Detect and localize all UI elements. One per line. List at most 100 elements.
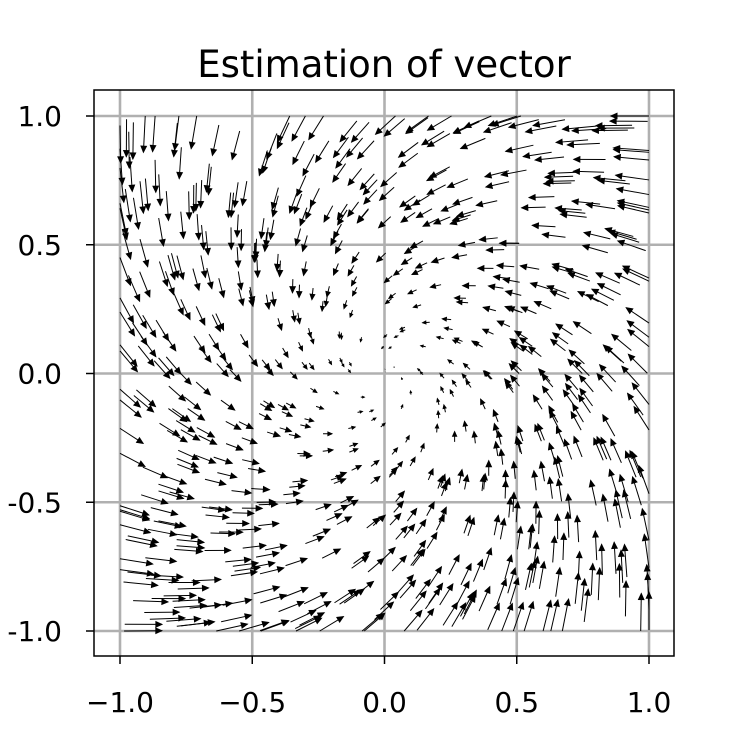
vector-arrow [616,198,650,208]
vector-arrow [199,225,207,251]
vector-arrow [366,517,381,529]
vector-arrow [289,279,297,294]
vector-arrow [343,300,348,310]
vector-arrow [495,262,515,270]
vector-arrow [395,490,406,502]
vector-arrow [436,397,441,406]
vector-arrow [555,566,563,597]
vector-arrow [328,358,333,366]
vector-arrow [534,423,542,442]
vector-arrow [232,560,260,568]
vector-arrow [508,362,520,374]
vector-arrow [270,187,279,211]
vector-arrow [185,191,193,221]
vector-arrow [561,598,571,632]
vector-arrow [144,178,152,212]
vector-arrow [380,422,386,428]
vector-arrow [627,353,648,374]
x-tick-label: 1.0 [627,686,672,719]
vector-arrow [543,173,574,181]
vector-arrow [420,130,445,146]
vector-arrow [167,255,177,281]
vector-arrow [127,571,162,579]
vector-arrow [407,289,417,295]
vector-arrow [426,184,446,195]
vector-arrow [288,432,302,439]
vector-arrow [463,514,472,534]
vector-arrow [484,181,510,189]
vector-arrow [462,473,470,490]
vector-arrow [481,328,494,335]
vector-arrow [180,429,201,441]
vector-arrow [241,437,258,445]
vector-arrow [240,181,248,207]
vector-arrow [572,168,605,175]
vector-arrow [123,581,159,589]
vector-arrow [380,345,385,350]
vector-arrow [527,345,542,358]
vector-arrow [434,423,440,433]
vector-arrow [478,235,498,243]
vector-arrow [193,335,206,354]
vector-arrow [258,520,280,528]
vector-arrow [518,337,533,347]
vector-arrow [119,452,146,467]
vector-arrow [598,363,617,383]
chart-title: Estimation of vector [197,43,571,86]
vector-arrow [299,207,308,227]
vector-arrow [225,421,242,430]
vector-arrow [175,420,196,433]
vector-arrow [145,557,178,565]
vector-arrow [263,400,276,409]
vector-arrow [641,533,650,568]
vector-arrow [564,511,572,538]
vector-arrow [462,362,471,370]
vector-arrow [241,504,264,512]
vector-arrow [421,320,430,325]
vector-arrow [377,216,392,229]
vector-arrow [482,370,492,380]
vector-arrow [596,372,613,392]
vector-arrow [515,437,523,455]
vector-arrow [428,565,443,586]
vector-arrow [487,602,500,631]
vector-arrow [457,240,476,248]
vector-arrow [492,422,500,437]
vector-arrow [465,379,472,388]
vector-arrow [400,257,413,266]
vector-arrow [367,557,385,573]
vector-arrow [259,403,273,412]
vector-arrow [208,333,220,351]
vector-arrow [625,307,650,324]
vector-arrow [425,169,447,182]
vector-arrow [451,379,457,387]
vector-arrow [509,374,520,387]
vector-arrow [510,360,522,372]
vector-arrow [456,210,476,218]
vector-arrow [618,473,629,503]
y-tick-label: -0.5 [7,486,62,519]
vector-arrow [279,426,293,433]
vector-arrow [439,372,445,379]
vector-arrow [307,600,332,615]
vector-arrow [442,403,447,413]
vector-arrow [315,140,330,164]
vector-arrow [216,363,229,378]
vector-arrow [439,473,447,488]
vector-arrow [375,252,387,263]
vector-arrow [333,390,340,395]
vector-arrow [498,448,506,465]
vector-arrow [292,140,305,166]
vector-arrow [581,244,608,254]
vector-arrow [264,294,272,311]
vector-arrow [371,417,377,422]
vector-arrow [252,238,260,260]
vector-arrow [384,298,392,305]
vector-arrow [183,396,202,411]
vector-arrow [228,192,236,219]
vector-arrow [549,410,559,428]
vector-arrow [637,464,650,494]
vector-arrow [564,382,579,400]
vector-arrow [323,431,334,437]
vector-arrow [412,303,422,309]
